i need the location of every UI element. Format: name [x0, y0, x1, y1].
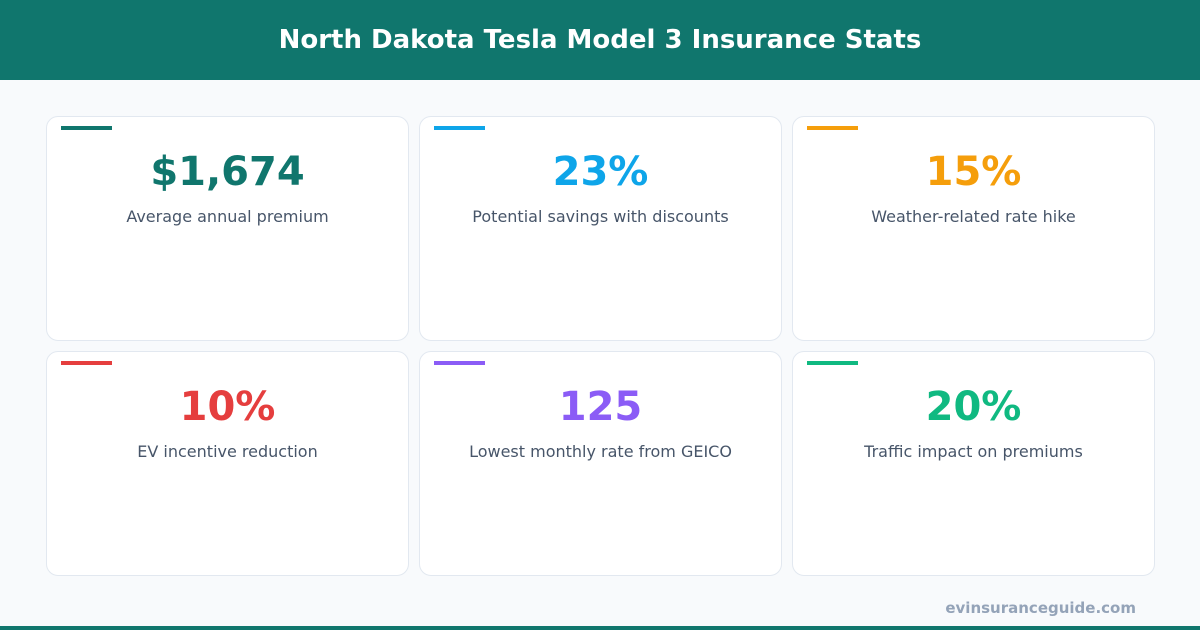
- stat-value: 15%: [925, 149, 1022, 195]
- stat-label: Average annual premium: [126, 207, 329, 226]
- stat-label: EV incentive reduction: [137, 442, 318, 461]
- accent-bar: [61, 361, 112, 365]
- stat-label: Traffic impact on premiums: [864, 442, 1083, 461]
- page-title: North Dakota Tesla Model 3 Insurance Sta…: [278, 25, 922, 55]
- stat-card: 125 Lowest monthly rate from GEICO: [419, 351, 782, 576]
- stat-card: 10% EV incentive reduction: [46, 351, 409, 576]
- stat-label: Weather-related rate hike: [871, 207, 1076, 226]
- header: North Dakota Tesla Model 3 Insurance Sta…: [0, 0, 1200, 80]
- accent-bar: [61, 126, 112, 130]
- stat-card: 23% Potential savings with discounts: [419, 116, 782, 341]
- accent-bar: [434, 126, 485, 130]
- accent-bar: [807, 361, 858, 365]
- stat-label: Potential savings with discounts: [472, 207, 729, 226]
- stat-card: $1,674 Average annual premium: [46, 116, 409, 341]
- stat-value: 23%: [552, 149, 649, 195]
- stat-label: Lowest monthly rate from GEICO: [469, 442, 732, 461]
- stat-value: 125: [558, 384, 643, 430]
- stat-card: 15% Weather-related rate hike: [792, 116, 1155, 341]
- stat-card: 20% Traffic impact on premiums: [792, 351, 1155, 576]
- stat-value: 20%: [925, 384, 1022, 430]
- stat-value: $1,674: [150, 149, 305, 195]
- accent-bar: [807, 126, 858, 130]
- bottom-accent-bar: [0, 626, 1200, 630]
- stat-value: 10%: [179, 384, 276, 430]
- accent-bar: [434, 361, 485, 365]
- site-url: evinsuranceguide.com: [945, 599, 1136, 617]
